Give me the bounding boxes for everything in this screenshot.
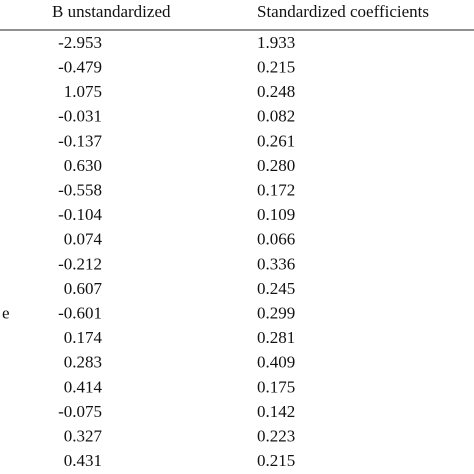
std-value: 0.082 [257,107,295,126]
b-value: 0.283 [64,353,102,372]
std-value: 0.172 [257,181,295,200]
b-value: 0.327 [64,427,103,446]
b-value: 0.414 [64,377,103,396]
b-value: 0.074 [64,230,103,249]
std-value: 0.142 [257,402,295,421]
std-value: 0.215 [257,451,295,470]
b-value: -0.212 [58,254,102,273]
std-value: 0.336 [257,254,295,273]
b-value: -2.953 [58,33,102,52]
b-value: -0.104 [58,205,102,224]
b-value: -0.479 [58,58,102,77]
header-std: Standardized coefficients [257,2,429,21]
b-value: 0.630 [64,156,102,175]
std-value: 0.245 [257,279,295,298]
std-value: 0.223 [257,427,295,446]
std-value: 0.248 [257,82,295,101]
std-value: 0.281 [257,328,295,347]
b-value: 0.607 [64,279,103,298]
b-value: -0.031 [58,107,102,126]
b-value: 0.431 [64,451,102,470]
b-value: -0.601 [58,304,102,323]
std-value: 0.280 [257,156,295,175]
b-value: 1.075 [64,82,102,101]
b-value: 0.174 [64,328,103,347]
std-value: 0.066 [257,230,295,249]
std-value: 0.409 [257,353,295,372]
std-value: 1.933 [257,33,295,52]
b-value: -0.137 [58,131,102,150]
std-value: 0.175 [257,377,295,396]
b-value: -0.558 [58,181,102,200]
row-label: e [2,304,10,323]
std-value: 0.215 [257,58,295,77]
std-value: 0.299 [257,304,295,323]
header-b: B unstandardized [52,2,171,21]
std-value: 0.261 [257,131,295,150]
std-value: 0.109 [257,205,295,224]
b-value: -0.075 [58,402,102,421]
